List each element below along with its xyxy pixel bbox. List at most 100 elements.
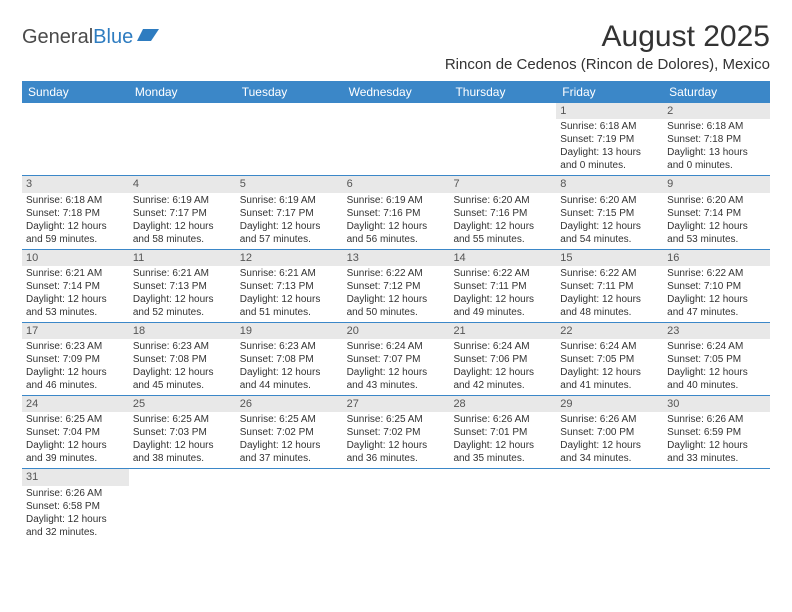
sunrise-text: Sunrise: 6:23 AM [26,340,125,353]
daylight-text: Daylight: 12 hours and 53 minutes. [667,220,766,246]
daylight-text: Daylight: 12 hours and 36 minutes. [347,439,446,465]
day-cell: 22Sunrise: 6:24 AMSunset: 7:05 PMDayligh… [556,323,663,395]
sunset-text: Sunset: 6:59 PM [667,426,766,439]
day-content: Sunrise: 6:23 AMSunset: 7:09 PMDaylight:… [22,339,129,395]
day-number: 20 [343,323,450,339]
sunset-text: Sunset: 7:18 PM [26,207,125,220]
logo-text: GeneralBlue [22,26,133,49]
day-number: 25 [129,396,236,412]
day-cell: 7Sunrise: 6:20 AMSunset: 7:16 PMDaylight… [449,176,556,248]
calendar-body: 1Sunrise: 6:18 AMSunset: 7:19 PMDaylight… [22,103,770,542]
day-content: Sunrise: 6:19 AMSunset: 7:17 PMDaylight:… [236,193,343,249]
sunrise-text: Sunrise: 6:24 AM [453,340,552,353]
day-content: Sunrise: 6:19 AMSunset: 7:17 PMDaylight:… [129,193,236,249]
sunset-text: Sunset: 7:18 PM [667,133,766,146]
day-content: Sunrise: 6:25 AMSunset: 7:02 PMDaylight:… [343,412,450,468]
day-cell: 4Sunrise: 6:19 AMSunset: 7:17 PMDaylight… [129,176,236,248]
day-header: Friday [556,81,663,103]
daylight-text: Daylight: 12 hours and 41 minutes. [560,366,659,392]
day-content: Sunrise: 6:26 AMSunset: 7:01 PMDaylight:… [449,412,556,468]
day-number: 24 [22,396,129,412]
sunset-text: Sunset: 7:11 PM [453,280,552,293]
day-content: Sunrise: 6:24 AMSunset: 7:07 PMDaylight:… [343,339,450,395]
empty-cell [129,103,236,175]
day-cell: 16Sunrise: 6:22 AMSunset: 7:10 PMDayligh… [663,250,770,322]
logo-flag-icon [137,27,161,48]
day-content: Sunrise: 6:26 AMSunset: 6:58 PMDaylight:… [22,486,129,542]
day-number: 10 [22,250,129,266]
day-number: 6 [343,176,450,192]
day-number: 14 [449,250,556,266]
day-number: 28 [449,396,556,412]
sunrise-text: Sunrise: 6:19 AM [347,194,446,207]
day-cell: 18Sunrise: 6:23 AMSunset: 7:08 PMDayligh… [129,323,236,395]
sunrise-text: Sunrise: 6:19 AM [240,194,339,207]
sunset-text: Sunset: 7:13 PM [133,280,232,293]
day-content: Sunrise: 6:21 AMSunset: 7:13 PMDaylight:… [129,266,236,322]
day-number: 21 [449,323,556,339]
sunset-text: Sunset: 7:05 PM [560,353,659,366]
sunset-text: Sunset: 7:00 PM [560,426,659,439]
day-header: Saturday [663,81,770,103]
daylight-text: Daylight: 12 hours and 54 minutes. [560,220,659,246]
empty-cell [449,469,556,541]
day-content: Sunrise: 6:18 AMSunset: 7:18 PMDaylight:… [22,193,129,249]
daylight-text: Daylight: 12 hours and 51 minutes. [240,293,339,319]
day-header: Monday [129,81,236,103]
daylight-text: Daylight: 12 hours and 32 minutes. [26,513,125,539]
daylight-text: Daylight: 12 hours and 58 minutes. [133,220,232,246]
daylight-text: Daylight: 13 hours and 0 minutes. [667,146,766,172]
day-content: Sunrise: 6:20 AMSunset: 7:14 PMDaylight:… [663,193,770,249]
day-content: Sunrise: 6:23 AMSunset: 7:08 PMDaylight:… [129,339,236,395]
day-content: Sunrise: 6:18 AMSunset: 7:18 PMDaylight:… [663,119,770,175]
sunrise-text: Sunrise: 6:26 AM [667,413,766,426]
day-cell: 26Sunrise: 6:25 AMSunset: 7:02 PMDayligh… [236,396,343,468]
empty-cell [236,103,343,175]
day-cell: 3Sunrise: 6:18 AMSunset: 7:18 PMDaylight… [22,176,129,248]
sunset-text: Sunset: 7:02 PM [240,426,339,439]
day-cell: 2Sunrise: 6:18 AMSunset: 7:18 PMDaylight… [663,103,770,175]
day-cell: 30Sunrise: 6:26 AMSunset: 6:59 PMDayligh… [663,396,770,468]
sunset-text: Sunset: 7:09 PM [26,353,125,366]
sunrise-text: Sunrise: 6:25 AM [240,413,339,426]
sunrise-text: Sunrise: 6:25 AM [347,413,446,426]
day-cell: 24Sunrise: 6:25 AMSunset: 7:04 PMDayligh… [22,396,129,468]
sunrise-text: Sunrise: 6:18 AM [26,194,125,207]
daylight-text: Daylight: 12 hours and 37 minutes. [240,439,339,465]
day-content: Sunrise: 6:24 AMSunset: 7:05 PMDaylight:… [663,339,770,395]
daylight-text: Daylight: 12 hours and 48 minutes. [560,293,659,319]
sunrise-text: Sunrise: 6:20 AM [560,194,659,207]
day-content: Sunrise: 6:22 AMSunset: 7:10 PMDaylight:… [663,266,770,322]
daylight-text: Daylight: 12 hours and 46 minutes. [26,366,125,392]
logo-text-1: General [22,26,93,48]
day-number: 3 [22,176,129,192]
sunset-text: Sunset: 7:10 PM [667,280,766,293]
sunset-text: Sunset: 7:14 PM [26,280,125,293]
day-number: 16 [663,250,770,266]
day-content: Sunrise: 6:24 AMSunset: 7:05 PMDaylight:… [556,339,663,395]
day-content: Sunrise: 6:23 AMSunset: 7:08 PMDaylight:… [236,339,343,395]
day-cell: 13Sunrise: 6:22 AMSunset: 7:12 PMDayligh… [343,250,450,322]
sunset-text: Sunset: 7:08 PM [240,353,339,366]
sunset-text: Sunset: 7:04 PM [26,426,125,439]
sunrise-text: Sunrise: 6:22 AM [347,267,446,280]
daylight-text: Daylight: 12 hours and 33 minutes. [667,439,766,465]
week-row: 10 Sunrise: 6:21 AM Sunset: 7:14 PM Dayligh… [22,250,770,323]
day-cell: 25Sunrise: 6:25 AMSunset: 7:03 PMDayligh… [129,396,236,468]
day-cell: 10Sunrise: 6:21 AMSunset: 7:14 PMDayligh… [22,250,129,322]
daylight-text: Daylight: 12 hours and 59 minutes. [26,220,125,246]
sunset-text: Sunset: 7:06 PM [453,353,552,366]
sunset-text: Sunset: 7:05 PM [667,353,766,366]
daylight-text: Daylight: 12 hours and 43 minutes. [347,366,446,392]
daylight-text: Daylight: 12 hours and 39 minutes. [26,439,125,465]
day-number: 4 [129,176,236,192]
day-cell: 14Sunrise: 6:22 AMSunset: 7:11 PMDayligh… [449,250,556,322]
day-header: Wednesday [343,81,450,103]
header: GeneralBlue August 2025 Rincon de Cedeno… [22,20,770,73]
sunrise-text: Sunrise: 6:24 AM [347,340,446,353]
day-cell: 12Sunrise: 6:21 AMSunset: 7:13 PMDayligh… [236,250,343,322]
empty-cell [236,469,343,541]
sunrise-text: Sunrise: 6:21 AM [133,267,232,280]
sunset-text: Sunset: 7:17 PM [240,207,339,220]
day-cell: 8Sunrise: 6:20 AMSunset: 7:15 PMDaylight… [556,176,663,248]
